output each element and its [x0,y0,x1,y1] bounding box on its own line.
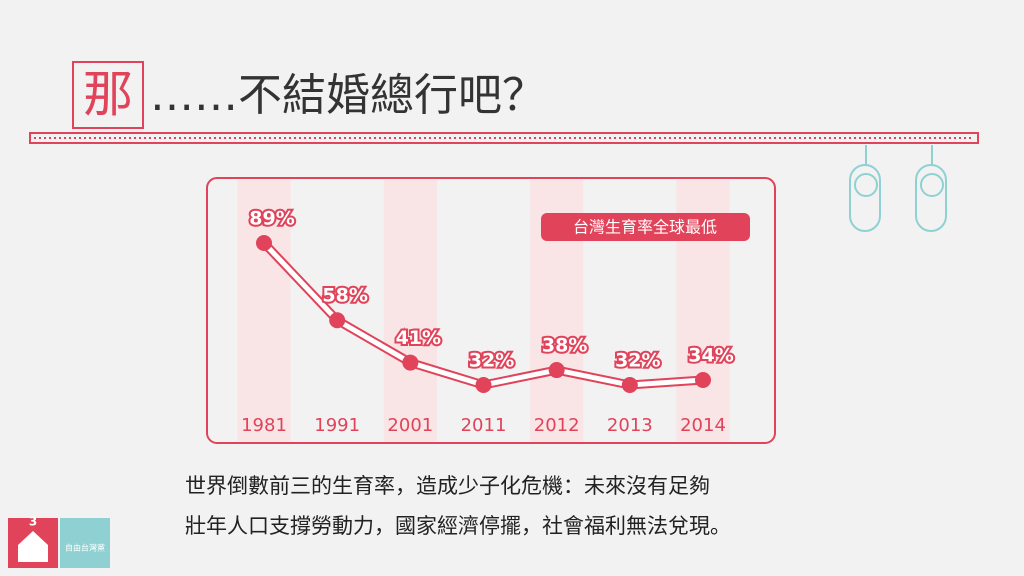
value-label: 34% [688,345,733,367]
logo-panel [60,518,110,568]
caption-line: 壯年人口支撐勞動力，國家經濟停擺，社會福利無法兌現。 [185,514,731,538]
x-tick-label: 2012 [534,415,580,436]
value-label: 58% [322,285,367,307]
logo-name: 自由台灣黨 [65,543,105,553]
point [402,354,419,371]
stripe [383,180,437,441]
x-tick-label: 1991 [314,415,360,436]
title: ……不結婚總行吧？ [150,70,546,121]
rail [29,132,979,144]
value-label: 38% [542,335,587,357]
chart: 89% 58% 41% 32% 38% 32% 34% 1981 1991 2001 2011 201… [237,180,736,441]
x-tick-label: 2013 [607,415,653,436]
chart-frame [206,177,776,444]
baby-icons [849,145,947,232]
point [621,377,638,393]
logo-house [18,531,48,562]
value-label: 89% [249,208,294,230]
x-tick-label: 2011 [461,415,507,436]
annotation-badge [541,213,750,241]
point [475,377,492,393]
value-label: 41% [396,327,441,349]
value-label: 32% [615,350,660,372]
title-highlight: 那 [83,66,133,124]
x-tick-label: 1981 [241,415,287,436]
x-tick-label: 2001 [387,415,433,436]
point [548,362,565,379]
x-tick-label: 2014 [680,415,726,436]
caption-line: 世界倒數前三的生育率，造成少子化危機：未來沒有足夠 [185,474,710,498]
stripe [237,180,291,441]
title-box [72,61,144,129]
value-label: 32% [469,350,514,372]
logo-number: 3 [29,515,37,529]
point [256,235,272,251]
point [695,372,711,389]
point [329,312,346,329]
annotation: 台灣生育率全球最低 [573,218,717,237]
